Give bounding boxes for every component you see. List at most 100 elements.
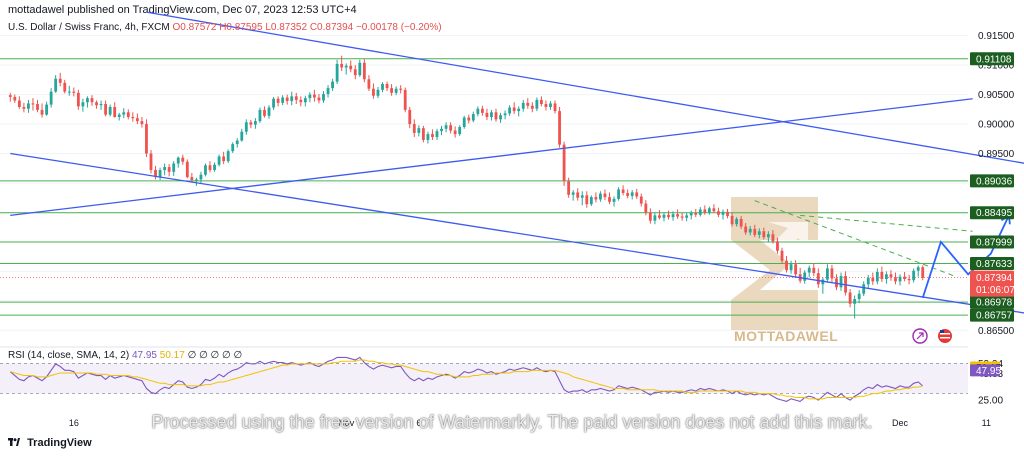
candle-body [140, 121, 144, 125]
candle-body [294, 96, 298, 100]
candle-body [254, 121, 257, 125]
candle-body [735, 218, 739, 225]
price-tick-label: 0.90000 [978, 120, 1015, 131]
candle-body [190, 177, 194, 181]
trendlines [10, 11, 1024, 314]
candle-body [635, 192, 639, 197]
price-tick-label: 0.90500 [978, 90, 1015, 101]
flag-icon[interactable] [938, 329, 952, 343]
candle-body [730, 215, 734, 225]
tradingview-brand[interactable]: TradingView [8, 437, 92, 449]
arrow-up-right-icon[interactable] [912, 328, 928, 344]
candle-body [648, 212, 652, 221]
candle-body [421, 128, 425, 140]
candle-body [417, 128, 421, 133]
candle-body [544, 104, 548, 107]
candle-body [376, 89, 380, 96]
candle-body [204, 165, 207, 175]
rsi-extra: ∅ ∅ ∅ ∅ ∅ [187, 350, 243, 361]
candle-body [385, 83, 389, 89]
candle-body [703, 209, 707, 213]
candle-body [90, 98, 94, 103]
candle-body [871, 277, 875, 282]
candle-body [726, 211, 729, 216]
level-badge-label: 0.89036 [976, 176, 1013, 187]
candle-body [707, 208, 711, 213]
candle-body [471, 114, 475, 121]
candle-body [145, 124, 148, 154]
candle-body [99, 104, 103, 106]
candle-body [921, 267, 925, 278]
candle-body [349, 65, 353, 70]
candle-body [86, 98, 89, 103]
candle-body [712, 208, 716, 212]
current-price-label: 0.87394 [976, 273, 1013, 284]
level-badge-label: 0.86978 [976, 298, 1013, 309]
candle-body [122, 112, 126, 115]
candle-body [785, 260, 788, 271]
candle-body [553, 103, 557, 112]
level-badge-label: 0.87999 [976, 237, 1013, 248]
candle-body [40, 109, 44, 115]
price-tick-label: 0.91500 [978, 31, 1015, 42]
candle-body [403, 89, 407, 110]
candle-body [907, 279, 911, 281]
candle-body [45, 104, 48, 115]
candle-body [757, 231, 761, 235]
candle-body [885, 274, 888, 280]
candle-body [739, 218, 743, 227]
candle-body [776, 241, 779, 251]
candle-body [612, 198, 616, 202]
candle-body [467, 117, 471, 121]
candle-body [408, 109, 412, 125]
candle-body [31, 103, 35, 105]
maker-logo-text: MOTTADAWEL [734, 328, 839, 344]
candle-body [331, 81, 334, 89]
candle-body [539, 99, 543, 105]
candle-body [435, 131, 439, 138]
candle-body [108, 106, 112, 115]
trendline [10, 152, 1024, 314]
candle-body [226, 151, 230, 162]
candle-body [717, 211, 720, 215]
candle-body [149, 153, 153, 171]
time-tick-label: 11 [982, 418, 991, 428]
price-axis[interactable]: 0.91500 0.91000 0.90500 0.90000 0.89500 0.865… [970, 31, 1015, 337]
current-price-badge [970, 270, 1014, 297]
candle-body [290, 96, 294, 102]
candle-body [194, 179, 198, 181]
candle-body [22, 106, 26, 109]
candle-body [694, 213, 698, 215]
candle-body [390, 88, 394, 93]
watermark-text: Processed using the free version of Wate… [151, 412, 873, 432]
candle-body [521, 102, 525, 109]
candle-body [894, 277, 897, 282]
time-tick-label: 16 [69, 418, 79, 428]
candle-body [748, 228, 752, 233]
candle-body [340, 63, 344, 68]
candle-body [530, 105, 534, 109]
level-badge-label: 0.86757 [976, 311, 1013, 322]
candle-body [912, 270, 916, 281]
trendline [146, 11, 1024, 164]
candle-body [821, 279, 825, 285]
candle-body [698, 209, 702, 215]
candle-body [358, 62, 362, 76]
time-axis[interactable]: 16 Nov 6 Dec 11 [69, 418, 991, 428]
candle-body [131, 116, 135, 119]
candle-body [267, 107, 271, 116]
candle-body [362, 62, 366, 80]
rsi-pane [0, 346, 968, 403]
candle-body [766, 234, 770, 238]
candle-body [608, 197, 611, 202]
candle-body [240, 131, 244, 141]
price-tick-label: 0.89500 [978, 149, 1015, 160]
side-icons [912, 328, 952, 344]
rsi-line [9, 356, 924, 403]
candle-body [549, 103, 552, 107]
candle-body [263, 109, 266, 116]
price-tick-label: 0.86500 [978, 326, 1015, 337]
candle-body [208, 165, 212, 171]
candle-body [535, 99, 539, 109]
